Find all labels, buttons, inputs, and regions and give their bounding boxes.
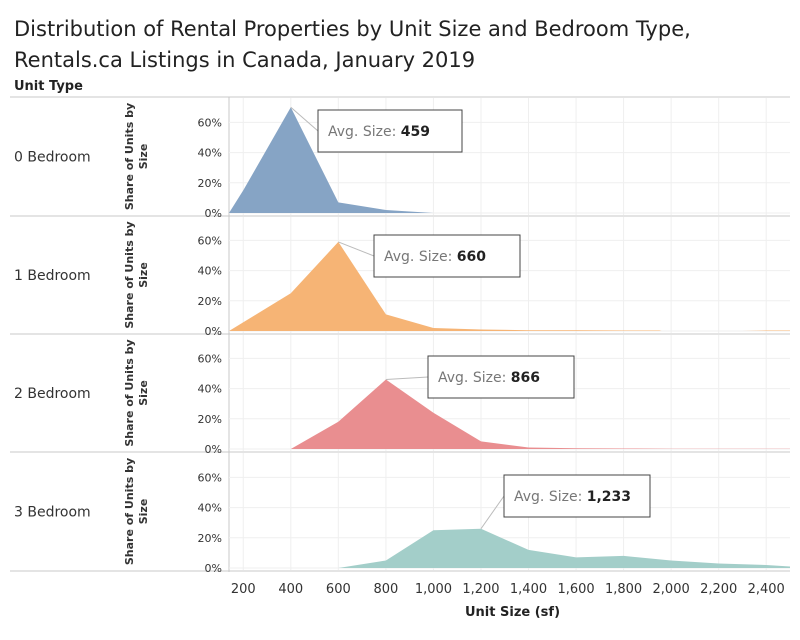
y-tick-label: 40% [198, 383, 222, 396]
annotation-leader [338, 241, 375, 257]
row-label: 1 Bedroom [14, 268, 91, 284]
y-axis-label: Share of Units bySize [123, 221, 150, 328]
row-label: 2 Bedroom [14, 386, 91, 402]
x-tick-label: 600 [326, 582, 351, 597]
x-tick-label: 400 [278, 582, 303, 597]
chart-title: Distribution of Rental Properties by Uni… [14, 17, 691, 72]
x-tick-label: 1,000 [415, 582, 452, 597]
annotation-leader [290, 106, 319, 132]
y-tick-label: 20% [198, 295, 222, 308]
x-tick-label: 2,000 [653, 582, 690, 597]
annotation-box [427, 355, 575, 399]
annotation-box [317, 109, 463, 153]
annotation-text: Avg. Size: 1,233 [514, 489, 631, 505]
annotation-box [373, 234, 521, 278]
x-tick-label: 1,200 [462, 582, 499, 597]
y-tick-label: 0% [205, 325, 222, 338]
y-tick-label: 0% [205, 562, 222, 575]
y-tick-label: 60% [198, 234, 222, 247]
y-tick-label: 0% [205, 443, 222, 456]
y-tick-label: 20% [198, 177, 222, 190]
y-axis-label: Share of Units bySize [123, 458, 150, 565]
y-tick-label: 60% [198, 471, 222, 484]
x-tick-label: 1,800 [605, 582, 642, 597]
x-tick-label: 1,600 [557, 582, 594, 597]
annotation-leader [480, 495, 505, 530]
row-label: 0 Bedroom [14, 150, 91, 166]
x-tick-label: 800 [373, 582, 398, 597]
area-1-bedroom [229, 241, 790, 331]
y-tick-label: 20% [198, 532, 222, 545]
area-3-bedroom [338, 528, 790, 568]
x-tick-label: 200 [231, 582, 256, 597]
x-tick-label: 1,400 [510, 582, 547, 597]
annotation-text: Avg. Size: 459 [328, 124, 430, 140]
y-tick-label: 20% [198, 413, 222, 426]
y-axis-label: Share of Units bySize [123, 103, 150, 210]
y-tick-label: 40% [198, 502, 222, 515]
y-axis-label: Share of Units bySize [123, 339, 150, 446]
area-2-bedroom [290, 379, 790, 449]
annotation-text: Avg. Size: 660 [384, 249, 486, 265]
y-tick-label: 40% [198, 147, 222, 160]
annotation-box [503, 474, 651, 518]
row-header-unit-type: Unit Type [14, 79, 83, 94]
annotation-text: Avg. Size: 866 [438, 370, 540, 386]
y-tick-label: 60% [198, 352, 222, 365]
y-tick-label: 40% [198, 265, 222, 278]
area-0-bedroom [229, 107, 434, 213]
x-tick-label: 2,200 [700, 582, 737, 597]
x-tick-label: 2,400 [748, 582, 785, 597]
row-label: 3 Bedroom [14, 505, 91, 521]
annotation-leader [385, 376, 429, 381]
y-tick-label: 0% [205, 207, 222, 220]
x-axis-title: Unit Size (sf) [465, 605, 561, 620]
y-tick-label: 60% [198, 116, 222, 129]
